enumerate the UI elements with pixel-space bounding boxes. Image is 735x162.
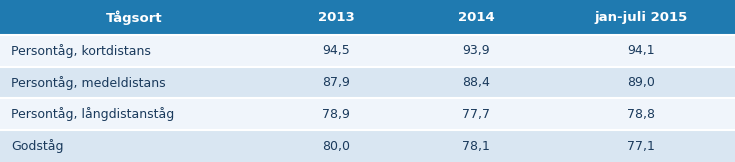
Text: 87,9: 87,9 [323,76,350,89]
FancyBboxPatch shape [0,35,735,67]
Text: 2013: 2013 [318,11,354,24]
FancyBboxPatch shape [0,130,735,162]
Text: Tågsort: Tågsort [106,10,162,25]
Text: Godståg: Godståg [11,139,63,153]
Text: Persontåg, långdistanståg: Persontåg, långdistanståg [11,107,174,121]
Text: 77,7: 77,7 [462,108,490,121]
Text: 94,5: 94,5 [323,44,350,57]
Text: 2014: 2014 [457,11,495,24]
Text: Persontåg, medeldistans: Persontåg, medeldistans [11,75,165,89]
Text: jan-juli 2015: jan-juli 2015 [595,11,688,24]
Text: 89,0: 89,0 [628,76,655,89]
Text: 80,0: 80,0 [322,140,351,153]
Text: 78,8: 78,8 [627,108,656,121]
FancyBboxPatch shape [0,0,735,35]
Text: 78,9: 78,9 [323,108,350,121]
FancyBboxPatch shape [0,67,735,98]
FancyBboxPatch shape [0,98,735,130]
Text: 78,1: 78,1 [462,140,490,153]
Text: 94,1: 94,1 [628,44,655,57]
Text: 93,9: 93,9 [462,44,490,57]
Text: Persontåg, kortdistans: Persontåg, kortdistans [11,44,151,58]
Text: 77,1: 77,1 [628,140,655,153]
Text: 88,4: 88,4 [462,76,490,89]
